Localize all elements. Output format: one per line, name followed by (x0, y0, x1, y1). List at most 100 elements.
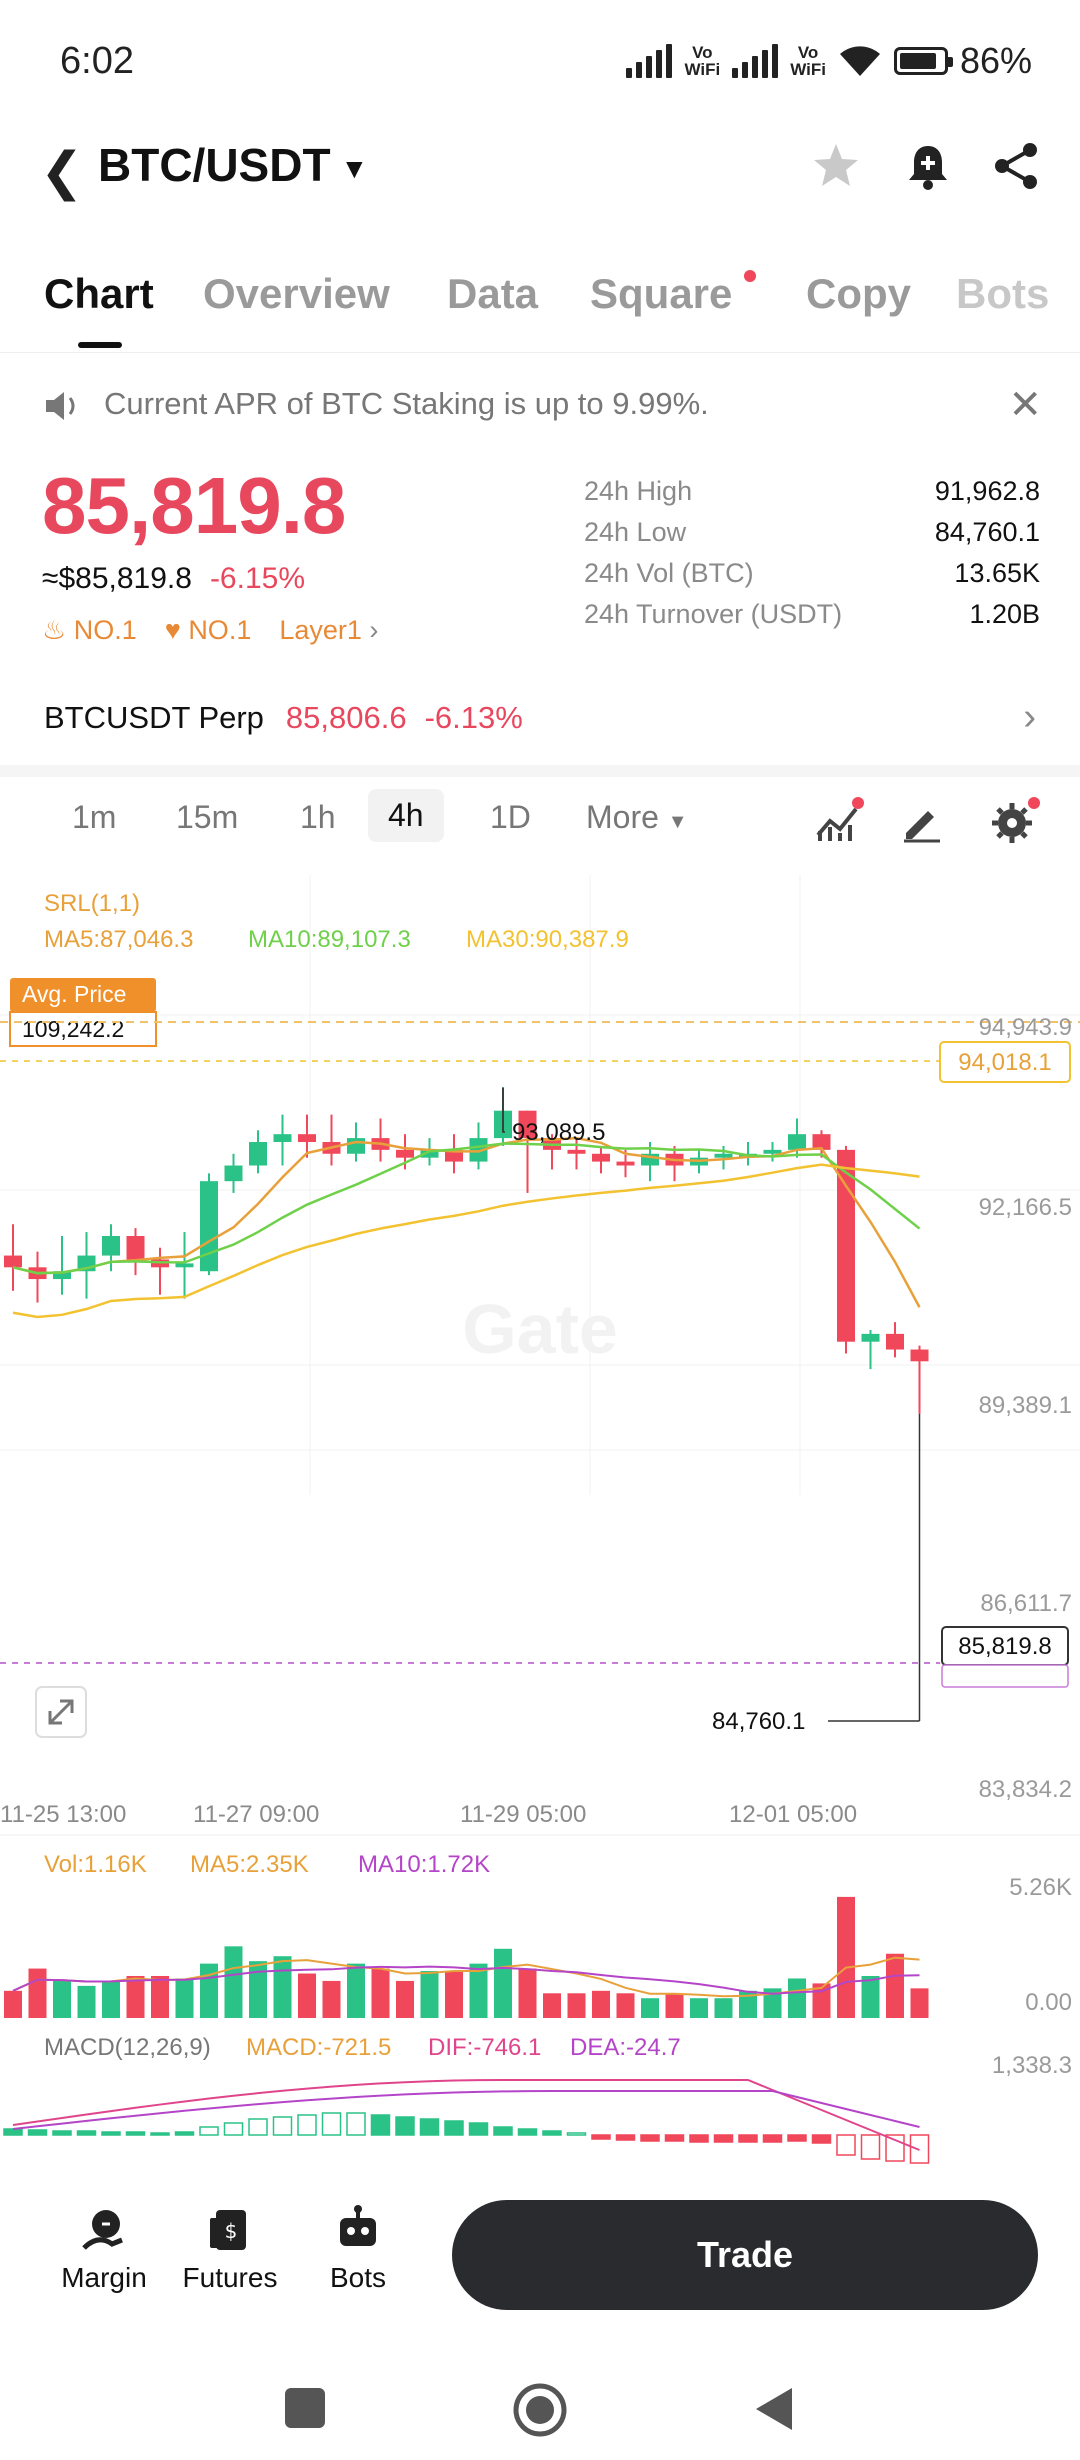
volume-bar (224, 1946, 243, 2018)
perp-price: 85,806.6 (285, 700, 407, 735)
trade-button[interactable]: Trade (452, 2200, 1038, 2310)
interval-bar: 1m 15m 1h 4h 1D More ▼ (0, 785, 1080, 865)
home-icon[interactable] (512, 2382, 568, 2438)
candle-body (812, 1134, 831, 1150)
futures-icon: $ (210, 2210, 246, 2250)
candle-body (641, 1153, 659, 1166)
tab-copy[interactable]: Copy (806, 270, 911, 317)
heart-icon: ♥ (164, 615, 181, 645)
macd-bar (566, 2132, 587, 2136)
macd-bar (713, 2134, 734, 2143)
y-tick-label: 86,611.7 (980, 1590, 1072, 1617)
robot-icon (340, 2205, 376, 2246)
dif-label: DIF:-746.1 (428, 2034, 541, 2061)
mark-price-box (941, 1664, 1069, 1688)
chevron-right-icon[interactable]: › (1023, 696, 1036, 738)
tab-data[interactable]: Data (447, 270, 539, 317)
ma30-line (12, 1163, 920, 1319)
macd-bar (248, 2118, 268, 2136)
ma30-label: MA30:90,387.9 (466, 926, 629, 953)
candle-body (886, 1333, 904, 1350)
price-chart[interactable]: SRL(1,1) MA5:87,046.3 MA10:89,107.3 MA30:90… (0, 875, 1080, 2175)
dea-line (12, 2090, 920, 2130)
volume-bar (445, 1971, 463, 2018)
star-icon[interactable] (806, 136, 866, 196)
y-tick-label: 92,166.5 (979, 1194, 1072, 1221)
interval-15m[interactable]: 15m (176, 799, 239, 835)
macd-bar (885, 2134, 905, 2162)
main-tabs: Chart Overview Data Square Copy Bots (0, 260, 1080, 353)
macd-label: MACD(12,26,9) (44, 2034, 211, 2061)
interval-4h[interactable]: 4h (368, 789, 444, 842)
expand-arrows-icon (48, 1699, 74, 1725)
back-icon[interactable] (752, 2384, 796, 2434)
interval-1m[interactable]: 1m (72, 799, 117, 835)
interval-1d[interactable]: 1D (490, 799, 531, 835)
volume-bar (592, 1990, 610, 2018)
interval-1h[interactable]: 1h (300, 799, 336, 835)
back-arrow-icon[interactable]: ❮ (40, 143, 84, 201)
recent-apps-icon[interactable] (285, 2388, 325, 2428)
volume-bar (788, 1978, 806, 2018)
volume-bar (616, 1993, 635, 2018)
volume-bar (396, 1980, 414, 2018)
tab-overview[interactable]: Overview (203, 270, 390, 317)
nav-margin[interactable]: Margin (44, 2204, 164, 2294)
volume-bar (347, 1963, 365, 2018)
tab-square[interactable]: Square (590, 270, 733, 317)
volume-bar (371, 1968, 390, 2018)
macd-bar (664, 2134, 685, 2142)
candle-body (53, 1271, 71, 1280)
volume-bar (420, 1971, 439, 2018)
nav-futures[interactable]: $ Futures (170, 2204, 290, 2294)
volume-bar (298, 1973, 316, 2018)
vol-ma5-label: MA5:2.35K (190, 1851, 309, 1878)
tab-chart[interactable]: Chart (44, 270, 154, 317)
high-marker-label: 93,089.5 (512, 1119, 605, 1146)
srl-label: SRL(1,1) (44, 890, 140, 917)
candle-body (396, 1149, 414, 1158)
gear-icon[interactable] (988, 795, 1040, 847)
close-icon[interactable]: ✕ (1008, 383, 1042, 427)
category-badge[interactable]: Layer1 › (279, 615, 379, 645)
volume-bar (861, 1975, 880, 2018)
draw-pencil-icon[interactable] (898, 797, 946, 845)
tab-bots[interactable]: Bots (956, 270, 1050, 317)
chevron-down-icon: ▼ (340, 152, 369, 184)
macd-bar (272, 2116, 293, 2136)
interval-more[interactable]: More ▼ (586, 799, 688, 835)
macd-bar (3, 2128, 23, 2136)
candle-body (102, 1235, 120, 1256)
candle-body (4, 1255, 22, 1268)
price-change: -6.15% (209, 562, 305, 595)
macd-bar (615, 2134, 636, 2141)
volume-bar (665, 1993, 684, 2018)
macd-bar (223, 2122, 244, 2136)
candle-body (518, 1110, 537, 1139)
avg-price-box (9, 1011, 157, 1047)
candle-body (273, 1134, 292, 1143)
candle-body (788, 1134, 806, 1150)
wifi-icon (839, 46, 880, 76)
indicator-icon[interactable] (812, 795, 864, 847)
hot-rank-badge[interactable]: ♨ NO.1 (42, 615, 137, 645)
macd-bar (395, 2116, 415, 2136)
bell-add-icon[interactable] (898, 136, 958, 196)
fav-rank-badge[interactable]: ♥ NO.1 (164, 615, 252, 645)
candle-body (126, 1235, 145, 1260)
signal-icon (626, 44, 673, 78)
system-nav-bar (0, 2340, 1080, 2460)
pair-selector[interactable]: BTC/USDT ▼ (98, 138, 368, 192)
vol-ma10-line (12, 1965, 920, 1995)
perp-row[interactable]: BTCUSDT Perp 85,806.6 -6.13% (44, 700, 523, 736)
volume-bar (714, 1998, 733, 2018)
signal-icon-2 (732, 44, 779, 78)
candle-body (249, 1142, 267, 1166)
nav-bots[interactable]: Bots (298, 2204, 418, 2294)
notice-bar[interactable]: Current APR of BTC Staking is up to 9.99… (0, 370, 1080, 440)
status-time: 6:02 (60, 40, 134, 82)
share-icon[interactable] (986, 136, 1046, 196)
macd-bar (174, 2131, 195, 2136)
volume-bar (126, 1975, 145, 2018)
stat-row: 24h Turnover (USDT) 1.20B (584, 599, 1040, 629)
